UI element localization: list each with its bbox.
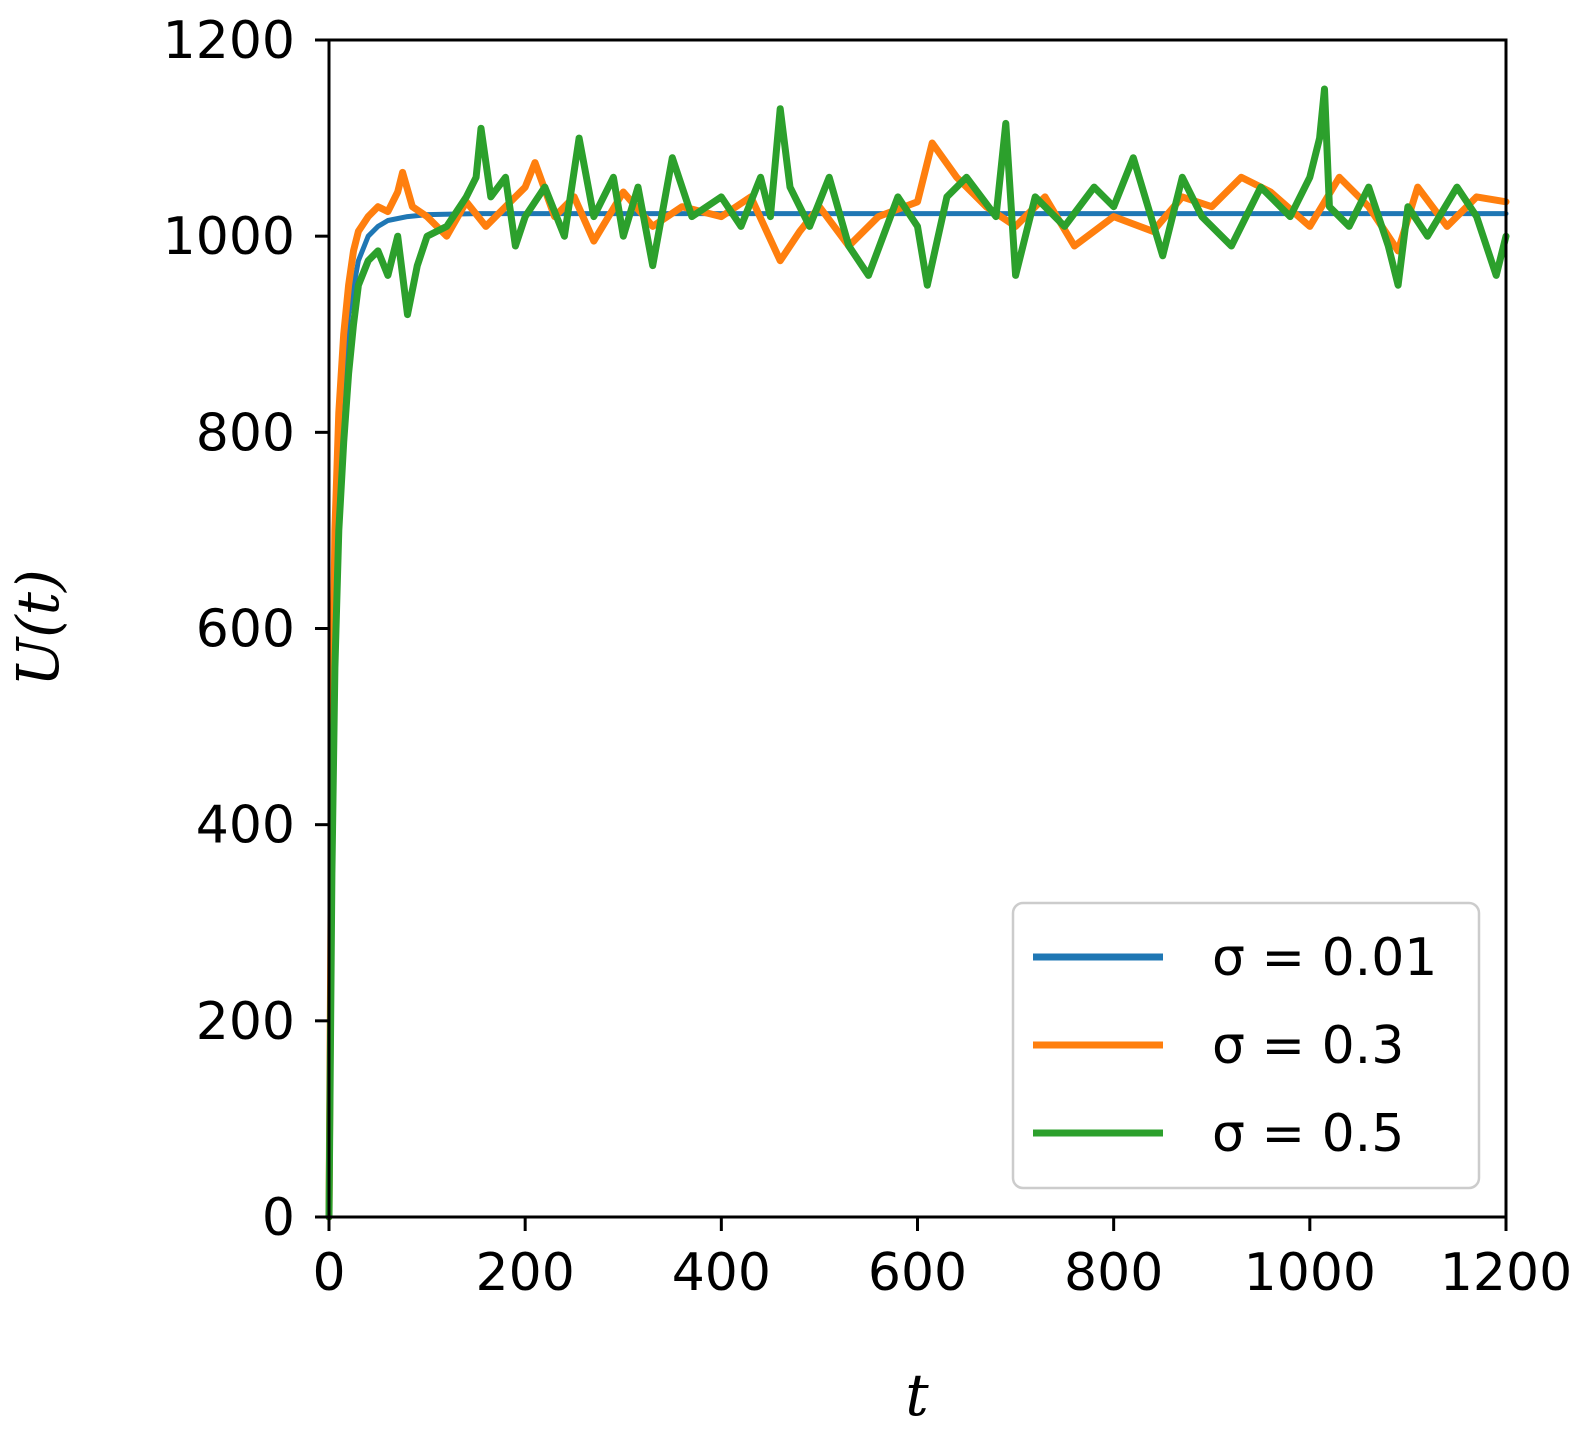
x-tick-label: 400	[672, 1243, 771, 1303]
y-tick-label: 1000	[163, 207, 295, 267]
x-tick-label: 1200	[1440, 1243, 1572, 1303]
x-tick-label: 600	[868, 1243, 967, 1303]
y-axis: 0 200 400 600 800 1000 1200	[163, 11, 329, 1248]
y-tick-label: 800	[196, 403, 295, 463]
y-tick-label: 600	[196, 600, 295, 660]
series-line-2	[325, 139, 1510, 1221]
x-tick-label: 0	[312, 1243, 345, 1303]
x-axis-title: t	[905, 1361, 929, 1429]
series-layer	[325, 85, 1510, 1221]
x-tick-label: 800	[1064, 1243, 1163, 1303]
x-axis: 0 200 400 600 800 1000 1200	[312, 1217, 1572, 1303]
y-tick-label: 200	[196, 992, 295, 1052]
y-axis-title: U(t)	[4, 569, 72, 686]
series-line-3	[325, 85, 1510, 1221]
legend-label-1: σ = 0.01	[1212, 928, 1437, 988]
y-tick-label: 1200	[163, 11, 295, 71]
y-tick-label: 400	[196, 796, 295, 856]
legend-label-2: σ = 0.3	[1212, 1016, 1404, 1076]
y-tick-label: 0	[262, 1188, 295, 1248]
x-tick-label: 200	[476, 1243, 575, 1303]
legend-box	[1011, 901, 1481, 1190]
legend: σ = 0.01 σ = 0.3 σ = 0.5	[1011, 901, 1481, 1190]
x-tick-label: 1000	[1244, 1243, 1376, 1303]
legend-label-3: σ = 0.5	[1212, 1104, 1404, 1164]
